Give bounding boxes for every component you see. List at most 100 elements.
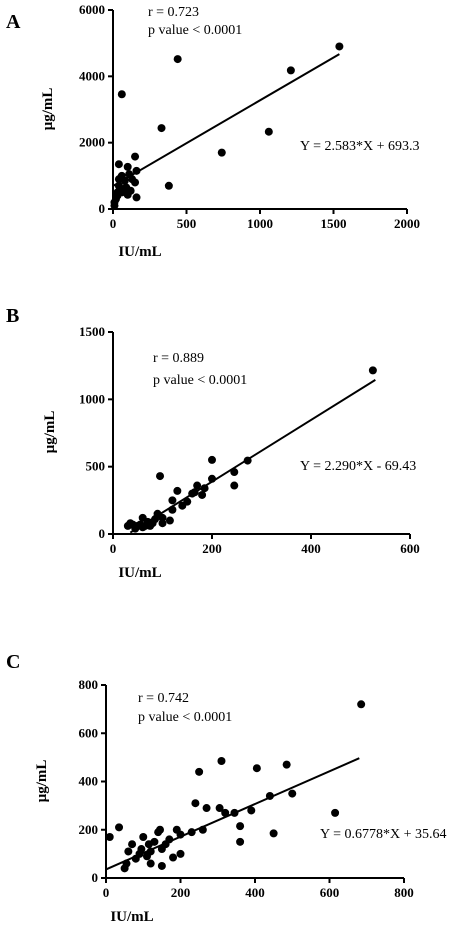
- data-point: [264, 127, 273, 136]
- data-point: [115, 823, 124, 832]
- panel-a: A 0 2000 4000 6000 0 500 1000 1500 2000 µg/mL IU/mL…: [6, 2, 420, 260]
- y-tick-label: 1000: [79, 391, 105, 406]
- x-tick-label: 0: [110, 216, 117, 231]
- regression-equation: Y = 0.6778*X + 35.64: [320, 827, 447, 842]
- data-point: [124, 847, 133, 856]
- data-point: [173, 486, 182, 495]
- data-point: [176, 849, 185, 858]
- x-tick-label: 0: [103, 885, 110, 900]
- data-point: [110, 201, 119, 210]
- data-point: [117, 171, 126, 180]
- panel-letter: A: [6, 11, 21, 33]
- x-tick-label: 1000: [247, 216, 273, 231]
- data-point: [195, 767, 204, 776]
- y-tick-label: 2000: [79, 135, 105, 150]
- data-point: [193, 481, 202, 490]
- data-point: [119, 185, 128, 194]
- x-tick-label: 600: [320, 885, 340, 900]
- y-tick-label: 500: [86, 459, 106, 474]
- data-point: [243, 456, 252, 465]
- data-point: [157, 124, 166, 133]
- data-point: [172, 825, 181, 834]
- data-point: [146, 859, 155, 868]
- data-point: [217, 148, 226, 157]
- regression-line: [129, 379, 376, 534]
- r-value-annotation: r = 0.723: [148, 5, 199, 20]
- data-point: [154, 828, 163, 837]
- regression-line: [112, 53, 340, 187]
- x-axis-title: IU/mL: [110, 909, 153, 925]
- data-point: [142, 852, 151, 861]
- data-point: [215, 804, 224, 813]
- data-point: [120, 864, 129, 873]
- x-tick-label: 400: [301, 541, 321, 556]
- y-tick-label: 400: [79, 774, 99, 789]
- data-point: [158, 519, 167, 528]
- data-point: [105, 832, 114, 841]
- regression-equation: Y = 2.583*X + 693.3: [300, 139, 420, 154]
- data-point: [156, 472, 165, 481]
- data-point: [123, 162, 132, 171]
- y-tick-label: 6000: [79, 2, 105, 17]
- panel-c: C 0 200 400 600 800 0 200 400 600 800 µg/mL IU/mL r =…: [6, 651, 447, 925]
- data-point: [252, 764, 261, 773]
- panel-letter: C: [6, 651, 20, 673]
- data-point: [131, 152, 140, 161]
- data-point: [230, 468, 239, 477]
- data-point: [164, 181, 173, 190]
- data-point: [269, 829, 278, 838]
- y-tick-label: 0: [92, 870, 99, 885]
- data-point: [187, 828, 196, 837]
- data-point: [247, 806, 256, 815]
- data-point: [113, 191, 122, 200]
- data-point: [131, 178, 140, 187]
- data-point: [282, 760, 291, 769]
- y-tick-label: 800: [79, 677, 99, 692]
- regression-equation: Y = 2.290*X - 69.43: [300, 459, 416, 474]
- data-point: [230, 808, 239, 817]
- data-point: [217, 756, 226, 765]
- data-point: [131, 854, 140, 863]
- data-point: [368, 366, 377, 375]
- x-tick-label: 800: [394, 885, 414, 900]
- data-point: [132, 193, 141, 202]
- x-tick-label: 500: [177, 216, 197, 231]
- data-point: [144, 840, 153, 849]
- data-point: [168, 505, 177, 514]
- r-value-annotation: r = 0.889: [153, 351, 204, 366]
- data-point: [123, 521, 132, 530]
- data-point: [202, 804, 211, 813]
- y-tick-label: 600: [79, 725, 99, 740]
- data-point: [288, 789, 297, 798]
- y-tick-label: 4000: [79, 68, 105, 83]
- data-point: [169, 853, 178, 862]
- data-point: [236, 822, 245, 831]
- data-point: [200, 484, 209, 493]
- data-point: [230, 481, 239, 490]
- y-tick-label: 0: [99, 526, 106, 541]
- data-point: [165, 516, 174, 525]
- x-tick-label: 1500: [321, 216, 347, 231]
- x-tick-label: 200: [202, 541, 222, 556]
- data-point: [335, 42, 344, 51]
- y-axis-title: µg/mL: [42, 411, 58, 454]
- data-point: [173, 55, 182, 64]
- data-point: [208, 474, 216, 483]
- data-point: [236, 837, 245, 846]
- y-tick-label: 1500: [79, 324, 105, 339]
- panel-b: B 0 500 1000 1500 0 200 400 600 µg/mL IU/mL r = 0.8…: [6, 305, 420, 581]
- data-point: [168, 496, 177, 505]
- x-axis-title: IU/mL: [118, 565, 161, 581]
- r-value-annotation: r = 0.742: [138, 691, 189, 706]
- data-point: [198, 825, 207, 834]
- data-point: [331, 808, 340, 817]
- panel-letter: B: [6, 305, 19, 327]
- data-point: [132, 166, 141, 175]
- data-point: [188, 489, 197, 498]
- data-point: [157, 845, 166, 854]
- data-point: [139, 832, 148, 841]
- data-point: [191, 799, 200, 808]
- data-point: [123, 190, 132, 199]
- data-point: [157, 861, 166, 870]
